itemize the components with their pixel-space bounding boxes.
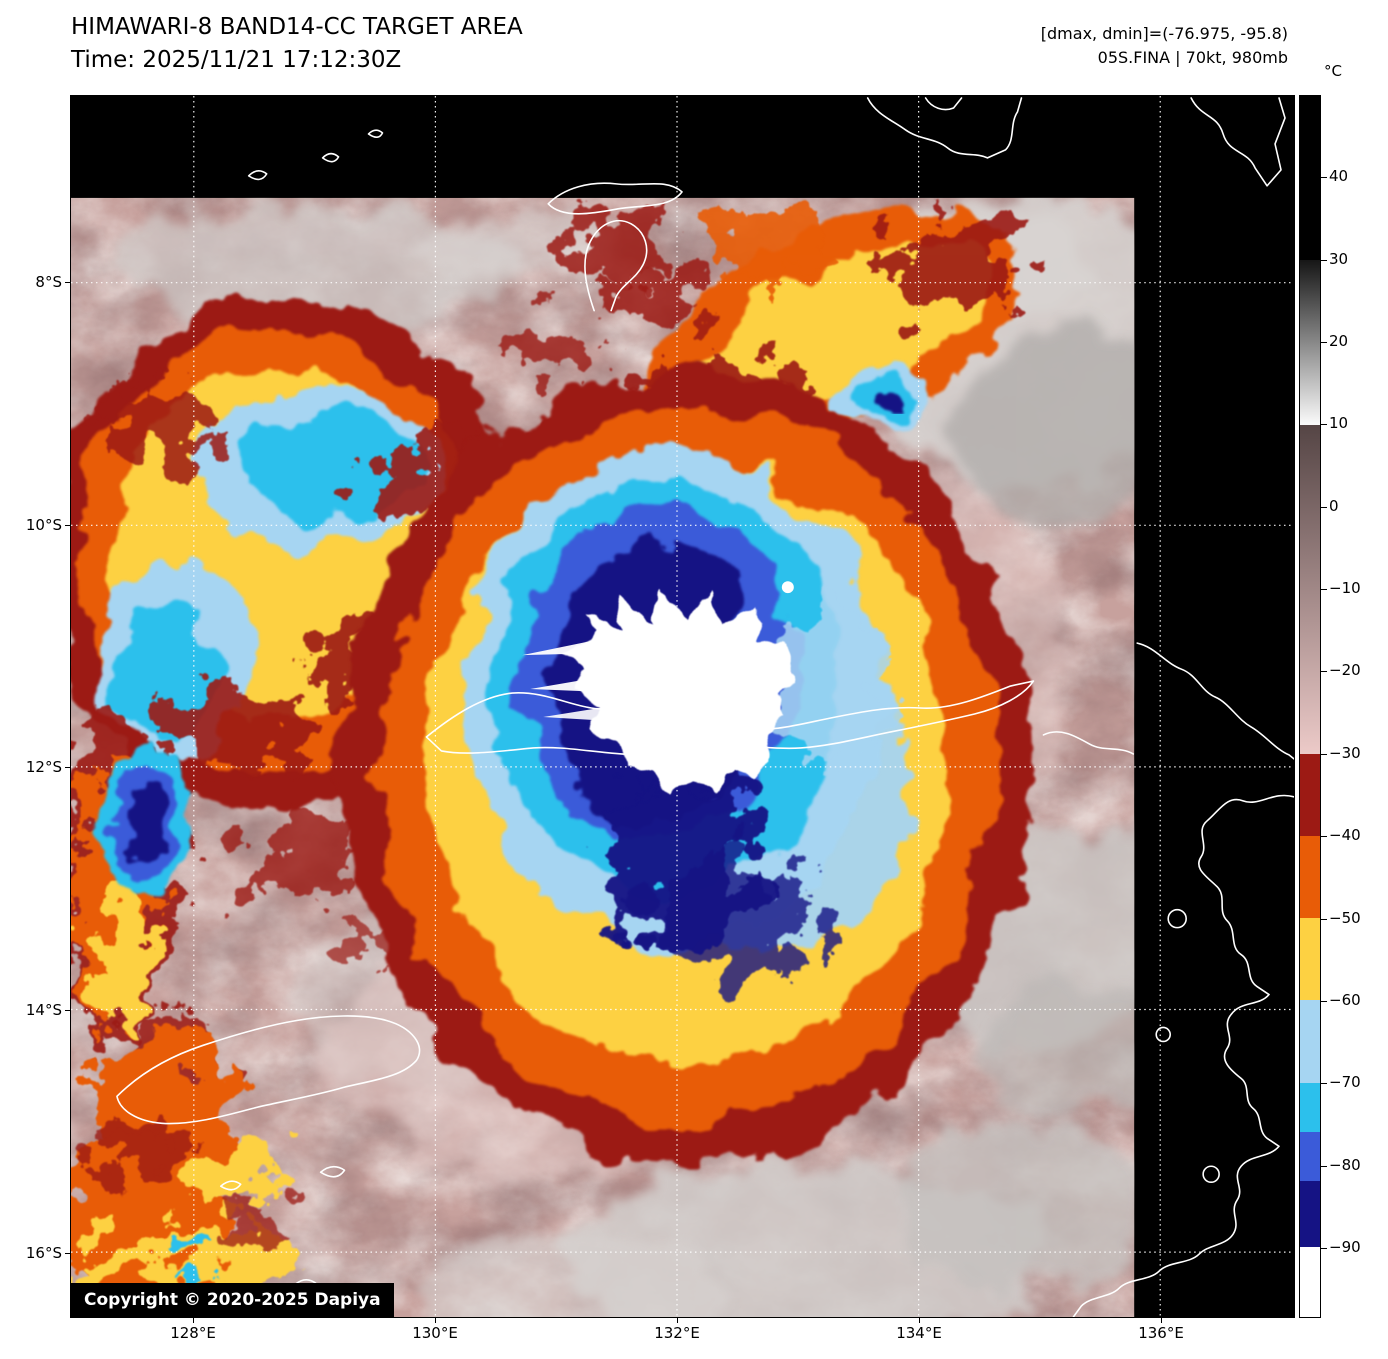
colorbar-tick-mark	[1321, 177, 1327, 179]
lat-tick-label: 12°S	[25, 758, 62, 776]
colorbar-tick-mark	[1321, 589, 1327, 591]
lat-lon-gridlines	[71, 96, 1294, 1317]
colorbar-tick-label: −80	[1329, 1155, 1361, 1174]
lon-tick-mark	[435, 1318, 436, 1323]
lon-tick-label: 128°E	[170, 1324, 216, 1342]
colorbar-segment	[1300, 1131, 1320, 1182]
colorbar-tick-label: 20	[1329, 332, 1349, 351]
overshooting-top-white-blob	[562, 587, 794, 795]
lon-tick-label: 134°E	[896, 1324, 942, 1342]
colorbar-tick-mark	[1321, 1083, 1327, 1085]
colorbar-tick-label: −30	[1329, 743, 1361, 762]
coastlines	[116, 97, 1294, 1317]
colorbar-tick-mark	[1321, 1165, 1327, 1167]
colorbar-tick-mark	[1321, 671, 1327, 673]
figure-time: Time: 2025/11/21 17:12:30Z	[71, 47, 402, 73]
lat-tick-label: 14°S	[25, 1001, 62, 1019]
colorbar-tick-label: −40	[1329, 826, 1361, 845]
colorbar-tick-label: 30	[1329, 249, 1349, 268]
colorbar-tick-mark	[1321, 918, 1327, 920]
colorbar-segment	[1300, 424, 1320, 754]
colorbar-tick-label: −50	[1329, 908, 1361, 927]
colorbar-tick-label: 10	[1329, 414, 1349, 433]
lat-tick-label: 8°S	[35, 273, 62, 291]
colorbar-tick-label: −70	[1329, 1073, 1361, 1092]
colorbar-tick-label: −90	[1329, 1237, 1361, 1256]
colorbar-tick-mark	[1321, 836, 1327, 838]
temperature-colorbar	[1299, 95, 1321, 1318]
storm-info-annotation: 05S.FINA | 70kt, 980mb	[1097, 48, 1288, 67]
colorbar-segment	[1300, 1082, 1320, 1132]
colorbar-tick-mark	[1321, 753, 1327, 755]
colorbar-segment	[1300, 1000, 1320, 1083]
colorbar-tick-mark	[1321, 259, 1327, 261]
lon-tick-label: 136°E	[1138, 1324, 1184, 1342]
colorbar-segment	[1300, 753, 1320, 836]
colorbar-segment	[1300, 1247, 1320, 1317]
lat-tick-mark	[65, 767, 70, 768]
colorbar-tick-label: −60	[1329, 990, 1361, 1009]
colorbar-unit-label: °C	[1324, 62, 1342, 80]
lon-tick-mark	[677, 1318, 678, 1323]
colorbar-tick-mark	[1321, 424, 1327, 426]
colorbar-tick-mark	[1321, 342, 1327, 344]
colorbar-segment	[1300, 260, 1320, 425]
lon-tick-label: 132°E	[654, 1324, 700, 1342]
colorbar-tick-label: 40	[1329, 167, 1349, 186]
lat-tick-mark	[65, 1253, 70, 1254]
lon-tick-mark	[193, 1318, 194, 1323]
lat-tick-label: 16°S	[25, 1244, 62, 1262]
satellite-ir-image	[71, 96, 1294, 1317]
colorbar-tick-label: −20	[1329, 661, 1361, 680]
copyright-badge: Copyright © 2020-2025 Dapiya	[71, 1283, 394, 1317]
colorbar-tick-label: 0	[1329, 496, 1339, 515]
colorbar-segment	[1300, 1181, 1320, 1248]
colorbar-tick-label: −10	[1329, 579, 1361, 598]
figure-title: HIMAWARI-8 BAND14-CC TARGET AREA	[71, 14, 523, 40]
colorbar-tick-mark	[1321, 1247, 1327, 1249]
lon-tick-label: 130°E	[412, 1324, 458, 1342]
lat-tick-mark	[65, 525, 70, 526]
ir-imagery-swath	[71, 197, 1135, 1317]
colorbar-tick-mark	[1321, 1000, 1327, 1002]
colorbar-segment	[1300, 96, 1320, 261]
lon-tick-mark	[1161, 1318, 1162, 1323]
lat-tick-label: 10°S	[25, 516, 62, 534]
lat-tick-mark	[65, 1010, 70, 1011]
dmax-dmin-annotation: [dmax, dmin]=(-76.975, -95.8)	[1040, 24, 1288, 43]
map-plot-area: Copyright © 2020-2025 Dapiya	[70, 95, 1295, 1318]
colorbar-segment	[1300, 918, 1320, 1001]
colorbar-segment	[1300, 835, 1320, 919]
lat-tick-mark	[65, 282, 70, 283]
lon-tick-mark	[919, 1318, 920, 1323]
colorbar-tick-mark	[1321, 506, 1327, 508]
